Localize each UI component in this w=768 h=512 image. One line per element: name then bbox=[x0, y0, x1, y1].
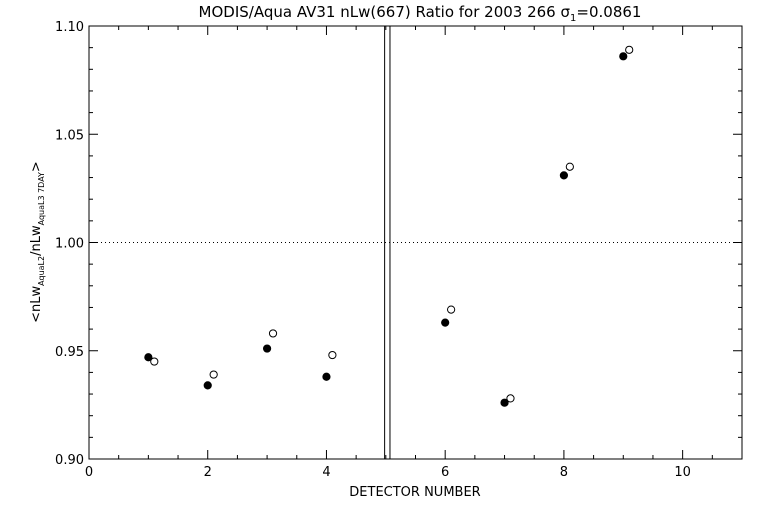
x-axis-label: DETECTOR NUMBER bbox=[349, 485, 480, 500]
y-tick-label: 1.00 bbox=[55, 237, 84, 252]
data-point-filled bbox=[619, 52, 628, 61]
y-axis-ticks: 0.90 0.95 1.00 1.05 1.10 bbox=[55, 20, 742, 468]
plot-frame bbox=[88, 25, 743, 460]
detector-separator bbox=[384, 26, 391, 459]
x-tick-label: 8 bbox=[560, 465, 568, 480]
data-point-open bbox=[328, 350, 337, 360]
data-point-open bbox=[268, 329, 278, 338]
data-point-filled bbox=[441, 318, 450, 327]
x-tick-label: 6 bbox=[441, 465, 449, 480]
x-axis-ticks: 0 2 4 6 8 10 bbox=[85, 26, 743, 480]
data-point-open bbox=[150, 357, 159, 366]
y-tick-label: 0.95 bbox=[55, 345, 84, 360]
y-tick-label: 1.05 bbox=[55, 128, 84, 143]
x-tick-label: 0 bbox=[85, 465, 93, 480]
x-tick-label: 10 bbox=[674, 465, 691, 480]
data-point-filled bbox=[500, 398, 509, 407]
data-point-filled bbox=[203, 381, 212, 390]
data-points bbox=[144, 45, 634, 407]
y-tick-label: 0.90 bbox=[55, 453, 84, 468]
x-tick-label: 2 bbox=[204, 465, 212, 480]
x-tick-label: 4 bbox=[322, 465, 330, 480]
data-point-open bbox=[209, 370, 218, 379]
y-tick-label: 1.10 bbox=[55, 20, 84, 35]
data-point-open bbox=[625, 45, 634, 54]
data-point-open bbox=[506, 394, 515, 403]
y-axis-label: <nLwAquaL2/nLwAquaL3 7DAY> bbox=[29, 161, 46, 323]
data-point-filled bbox=[144, 353, 153, 362]
data-point-filled bbox=[322, 372, 331, 381]
data-point-open bbox=[565, 162, 574, 171]
data-point-open bbox=[447, 305, 456, 314]
data-point-filled bbox=[559, 171, 569, 180]
chart-title: MODIS/Aqua AV31 nLw(667) Ratio for 2003 … bbox=[199, 3, 642, 24]
data-point-filled bbox=[262, 344, 272, 353]
